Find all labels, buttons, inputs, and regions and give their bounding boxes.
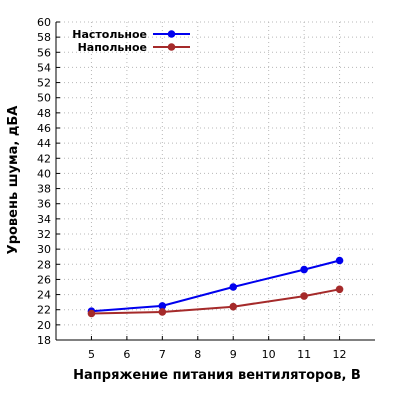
- data-point: [87, 309, 96, 318]
- y-tick-label: 30: [37, 243, 51, 256]
- grid: [56, 21, 375, 340]
- y-tick-label: 40: [37, 167, 51, 180]
- y-tick-label: 38: [37, 183, 51, 196]
- data-point: [335, 256, 344, 265]
- y-axis-title: Уровень шума, дБА: [6, 106, 21, 255]
- y-tick-label: 18: [37, 334, 51, 347]
- legend-label: Настольное: [72, 28, 147, 41]
- y-tick-label: 44: [37, 137, 51, 150]
- y-tick-label: 52: [37, 77, 51, 90]
- x-tick-label: 7: [159, 348, 166, 361]
- y-tick-label: 32: [37, 228, 51, 241]
- x-tick-label: 11: [297, 348, 311, 361]
- data-point: [158, 302, 167, 310]
- y-tick-label: 48: [37, 107, 51, 120]
- x-tick-label: 10: [262, 348, 276, 361]
- y-tick-label: 56: [37, 46, 51, 59]
- series-lines: [87, 256, 344, 318]
- y-tick-label: 22: [37, 304, 51, 317]
- y-tick-label: 60: [37, 16, 51, 29]
- tick-labels: 1820222426283032343638404244464850525456…: [37, 16, 347, 361]
- y-tick-label: 42: [37, 152, 51, 165]
- data-point: [229, 302, 238, 311]
- y-tick-label: 46: [37, 122, 51, 135]
- y-tick-label: 24: [37, 289, 51, 302]
- data-point: [300, 292, 308, 300]
- data-point: [158, 308, 167, 316]
- y-tick-label: 50: [37, 92, 51, 105]
- legend-swatch-marker: [167, 43, 176, 51]
- data-point: [229, 283, 238, 291]
- y-tick-label: 36: [37, 198, 51, 211]
- axes: [55, 21, 375, 341]
- data-point: [300, 265, 308, 274]
- legend-label: Напольное: [78, 41, 147, 54]
- x-tick-label: 5: [88, 348, 95, 361]
- x-tick-label: 8: [194, 348, 201, 361]
- y-tick-label: 26: [37, 273, 51, 286]
- data-point: [335, 285, 344, 294]
- y-tick-label: 54: [37, 61, 51, 74]
- y-tick-label: 20: [37, 319, 51, 332]
- x-tick-label: 6: [123, 348, 130, 361]
- x-tick-label: 12: [333, 348, 347, 361]
- x-axis-title: Напряжение питания вентиляторов, В: [73, 368, 361, 383]
- y-tick-label: 34: [37, 213, 51, 226]
- x-tick-label: 9: [230, 348, 237, 361]
- y-tick-label: 28: [37, 258, 51, 271]
- legend-swatch-marker: [167, 30, 176, 38]
- y-tick-label: 58: [37, 31, 51, 44]
